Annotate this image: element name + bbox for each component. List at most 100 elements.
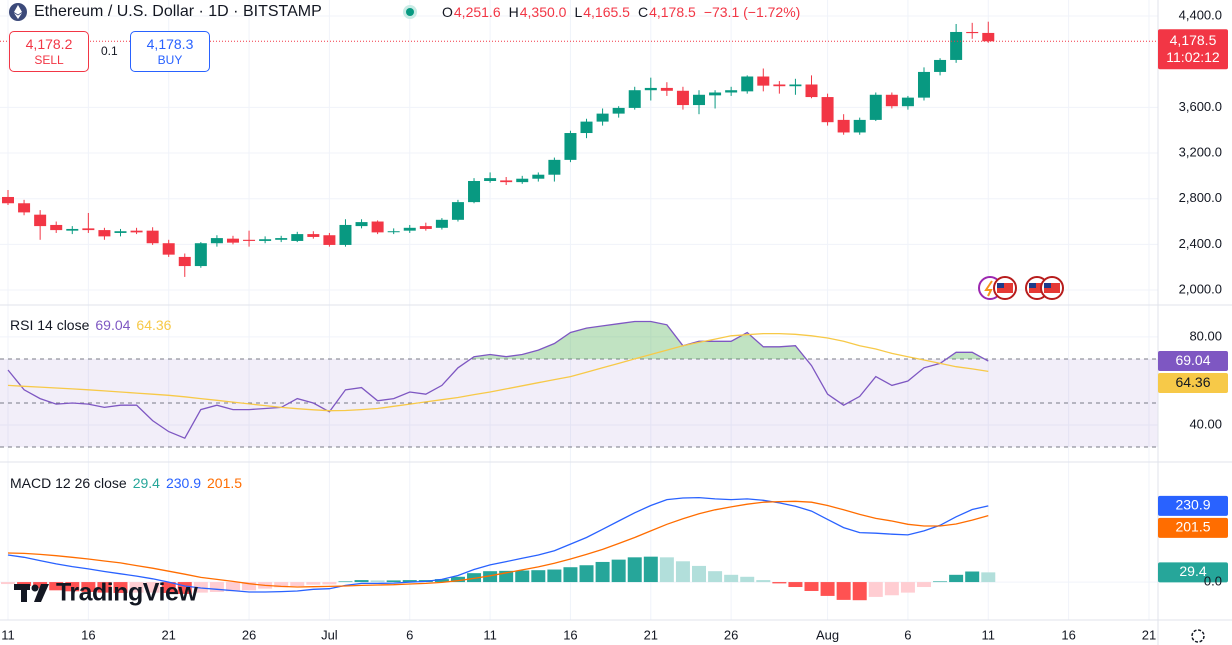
histogram-bar bbox=[177, 582, 192, 594]
candle-body bbox=[387, 231, 400, 233]
histogram-bar bbox=[467, 573, 482, 583]
histogram-bar bbox=[981, 572, 996, 583]
candle-body bbox=[468, 180, 481, 203]
y-tick-label: 2,800.0 bbox=[1179, 190, 1222, 205]
candle-body bbox=[130, 230, 143, 233]
low-value: 4,165.5 bbox=[583, 4, 630, 20]
candle-body bbox=[114, 231, 127, 233]
histogram-bar bbox=[129, 582, 144, 593]
histogram-bar bbox=[563, 567, 578, 583]
low-label: L bbox=[574, 4, 583, 20]
candle-body bbox=[50, 224, 63, 231]
flag bbox=[1029, 283, 1036, 288]
histogram-bar bbox=[49, 582, 64, 591]
x-tick-label: 11 bbox=[982, 627, 996, 642]
candle-body bbox=[709, 92, 722, 96]
rsi-ma-value: 64.36 bbox=[136, 317, 172, 333]
histogram-bar bbox=[290, 582, 305, 587]
event-icons bbox=[978, 276, 1064, 300]
close-value: 4,178.5 bbox=[649, 4, 696, 20]
candle-body bbox=[323, 235, 336, 245]
histogram-bar bbox=[756, 580, 771, 583]
histogram-bar bbox=[483, 571, 498, 583]
flag bbox=[1029, 283, 1045, 293]
sell-label: SELL bbox=[34, 52, 64, 67]
histogram-bar bbox=[193, 582, 208, 593]
candle-body bbox=[917, 71, 930, 98]
logo-part bbox=[31, 584, 39, 592]
candle-body bbox=[178, 256, 191, 267]
sell-button[interactable]: 4,178.2 SELL bbox=[9, 31, 89, 72]
histogram-bar bbox=[852, 582, 867, 601]
histogram-bar bbox=[306, 582, 321, 585]
rsi-line bbox=[7, 320, 989, 440]
histogram-bar bbox=[242, 582, 257, 591]
x-tick-label: 11 bbox=[1, 627, 15, 642]
candle-body bbox=[741, 76, 754, 92]
histogram-bar bbox=[675, 561, 690, 583]
histogram-bar bbox=[33, 582, 48, 589]
histogram-bar bbox=[322, 582, 337, 585]
candle-body bbox=[757, 76, 770, 86]
candle-body bbox=[291, 234, 304, 241]
settings-button[interactable] bbox=[1191, 629, 1205, 643]
x-tick-label: 21 bbox=[161, 627, 175, 642]
candle-body bbox=[837, 119, 850, 133]
histogram-bar bbox=[161, 582, 176, 593]
candle-body bbox=[676, 90, 689, 106]
histogram-bar bbox=[450, 576, 465, 583]
candle-body bbox=[773, 84, 786, 87]
symbol-glyph bbox=[14, 5, 22, 19]
histogram-bar bbox=[595, 561, 610, 583]
rsi-ma-tag-bg bbox=[1158, 373, 1228, 394]
histogram-bar bbox=[820, 582, 835, 596]
candle-body bbox=[821, 97, 834, 123]
candle-body bbox=[162, 243, 175, 255]
candle-body bbox=[226, 238, 239, 243]
histogram-bar bbox=[724, 574, 739, 583]
histogram-bar bbox=[515, 570, 530, 583]
candle-body bbox=[403, 227, 416, 231]
histogram-bar bbox=[402, 580, 417, 583]
logo-part bbox=[21, 584, 27, 602]
macd-line bbox=[7, 500, 989, 588]
histogram-bar bbox=[225, 582, 240, 592]
candle-body bbox=[853, 119, 866, 133]
histogram-bar bbox=[113, 582, 128, 593]
candle-body bbox=[2, 196, 14, 204]
candle-body bbox=[66, 228, 79, 231]
macd-title: MACD 12 26 close bbox=[10, 475, 127, 491]
last-price-tag bbox=[1158, 29, 1228, 70]
y-tick-label: 80.00 bbox=[1189, 328, 1222, 343]
histogram-bar bbox=[547, 569, 562, 583]
macd-tag: 201.5 bbox=[1175, 519, 1210, 535]
candle-body bbox=[966, 31, 979, 34]
buy-price: 4,178.3 bbox=[146, 35, 194, 52]
macd-value: 230.9 bbox=[165, 475, 202, 491]
high-value: 4,350.0 bbox=[519, 4, 567, 20]
y-tick-label: 3,600.0 bbox=[1179, 99, 1222, 114]
x-tick-label: 6 bbox=[904, 627, 911, 642]
candle-body bbox=[901, 97, 914, 107]
y-tick-label: 0.0 bbox=[1204, 574, 1222, 589]
macd-tag-bg bbox=[1158, 562, 1228, 583]
histogram-bar bbox=[1, 582, 15, 585]
buy-button[interactable]: 4,178.3 BUY bbox=[130, 31, 210, 72]
close-label: C bbox=[637, 4, 649, 20]
countdown: 11:02:12 bbox=[1166, 49, 1220, 65]
candle-body bbox=[789, 84, 802, 87]
macd-tag-bg bbox=[1158, 495, 1228, 516]
histogram-bar bbox=[868, 582, 883, 597]
candle-body bbox=[869, 94, 882, 120]
grid-layer bbox=[0, 0, 1158, 620]
histogram-bar bbox=[386, 580, 401, 583]
histogram-bar bbox=[65, 582, 80, 592]
candle-body bbox=[210, 238, 223, 244]
candle-body bbox=[693, 94, 706, 106]
histogram-bar bbox=[692, 565, 707, 583]
histogram-bar bbox=[274, 582, 289, 588]
candle-body bbox=[982, 32, 995, 42]
histogram-bar bbox=[97, 582, 112, 593]
candle-body bbox=[371, 221, 384, 233]
